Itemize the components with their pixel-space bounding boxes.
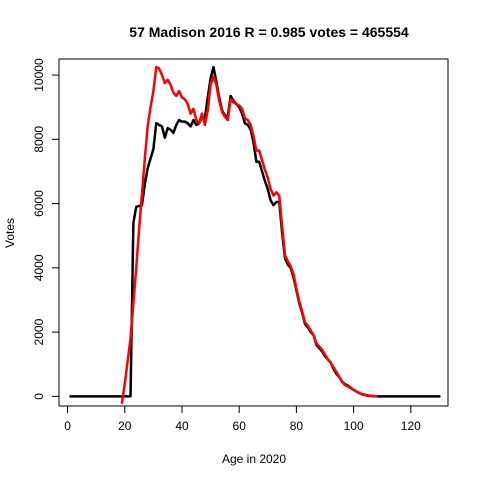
x-tick-label: 60 (233, 419, 247, 433)
y-tick-label: 10000 (32, 58, 46, 92)
y-axis: 0 2000 4000 6000 8000 10000 (32, 58, 60, 400)
y-tick-label: 8000 (32, 126, 46, 153)
y-tick-label: 6000 (32, 190, 46, 217)
x-tick-label: 0 (64, 419, 71, 433)
y-axis-title: Votes (3, 218, 17, 248)
x-tick-label: 120 (401, 419, 421, 433)
chart-title: 57 Madison 2016 R = 0.985 votes = 465554 (129, 24, 409, 40)
x-tick-label: 20 (118, 419, 132, 433)
y-tick-label: 4000 (32, 254, 46, 281)
y-tick-label: 2000 (32, 318, 46, 345)
y-tick-label: 0 (32, 393, 46, 400)
x-tick-label: 100 (344, 419, 364, 433)
series-line-2 (120, 65, 378, 405)
x-tick-label: 40 (175, 419, 189, 433)
series-layer (69, 65, 441, 405)
x-tick-label: 80 (290, 419, 304, 433)
x-axis: 0 20 40 60 80 100 120 (64, 405, 421, 433)
x-axis-title: Age in 2020 (222, 452, 286, 466)
